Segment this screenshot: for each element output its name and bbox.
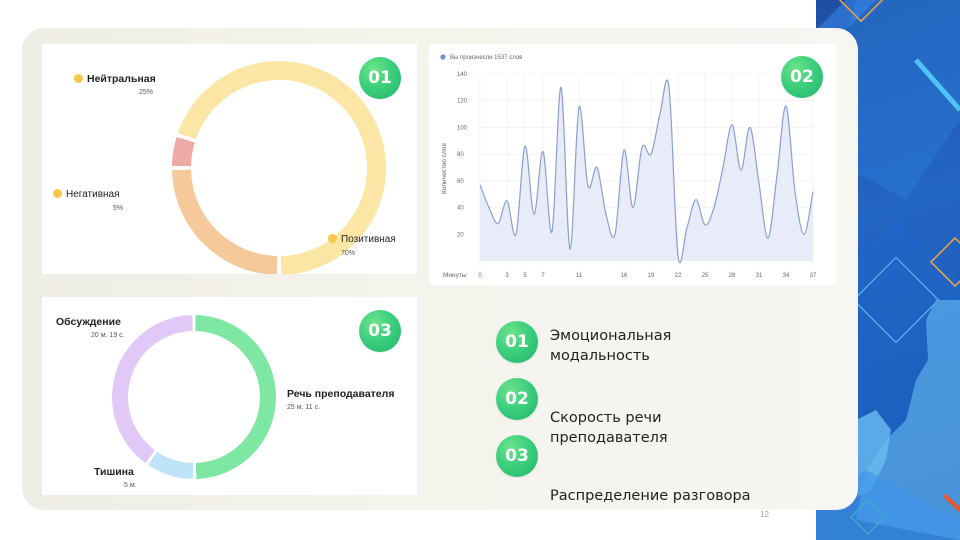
donut-slice-neutral xyxy=(172,169,278,275)
emotion-negative-percent: 5% xyxy=(113,205,124,212)
x-tick-label: 37 xyxy=(810,273,817,279)
emotion-positive-percent: 70% xyxy=(341,250,356,257)
legend-badge-3: 03 xyxy=(496,435,538,477)
y-tick-label: 80 xyxy=(457,152,464,158)
emotion-label-positive: Позитивная xyxy=(328,234,396,245)
x-tick-label: 25 xyxy=(702,273,709,279)
emotion-positive-name: Позитивная xyxy=(341,234,396,245)
legend-badge-2: 02 xyxy=(496,378,538,420)
emotion-chart-card: Нейтральная 25% Негативная 5% Позитивная… xyxy=(42,44,417,275)
positive-face-icon xyxy=(328,234,337,243)
emotion-donut-chart xyxy=(172,61,387,275)
x-tick-label: 19 xyxy=(648,273,655,279)
x-tick-label: 22 xyxy=(675,273,682,279)
donut-slice-teacher-speech xyxy=(195,315,276,479)
conversation-donut-chart xyxy=(111,315,276,479)
conversation-discussion-time: 20 м. 19 с. xyxy=(91,332,125,339)
conversation-teacher-time: 25 м. 11 с. xyxy=(287,404,321,411)
negative-face-icon xyxy=(53,189,62,198)
y-axis-title: Количество слов xyxy=(441,143,448,194)
conversation-chart-card: Обсуждение 20 м. 19 с. Речь преподавател… xyxy=(42,297,417,495)
donut-slice-discussion xyxy=(111,315,193,464)
x-tick-label: 7 xyxy=(541,273,545,279)
speech-speed-chart-card: Вы произнесли 1537 слов Количество слов … xyxy=(429,44,836,285)
emotion-neutral-name: Нейтральная xyxy=(87,73,156,85)
emotion-neutral-percent: 25% xyxy=(139,89,154,96)
y-tick-label: 120 xyxy=(457,99,468,105)
x-tick-label: 28 xyxy=(729,273,736,279)
conversation-badge: 03 xyxy=(359,310,401,352)
page-number: 12 xyxy=(760,510,769,519)
y-tick-label: 40 xyxy=(457,206,464,212)
series-legend-text: Вы произнесли 1537 слов xyxy=(450,55,522,61)
x-tick-label: 34 xyxy=(783,273,790,279)
emotion-label-negative: Негативная xyxy=(53,189,120,200)
neutral-face-icon xyxy=(74,74,83,83)
legend-text-2: Скорость речи преподавателя xyxy=(550,410,668,446)
x-tick-label: 31 xyxy=(756,273,763,279)
y-tick-label: 100 xyxy=(457,125,468,131)
legend-badge-1: 01 xyxy=(496,321,538,363)
emotion-negative-name: Негативная xyxy=(66,189,120,200)
x-tick-label: 3 xyxy=(505,273,509,279)
series-legend-marker xyxy=(440,54,446,60)
emotion-label-neutral: Нейтральная xyxy=(74,73,156,85)
conversation-label-silence: Тишина xyxy=(94,466,134,478)
conversation-label-discussion: Обсуждение xyxy=(56,316,121,328)
conversation-silence-time: 5 м. xyxy=(124,482,137,489)
speech-speed-chart: Вы произнесли 1537 слов Количество слов … xyxy=(440,54,817,279)
x-tick-label: 5 xyxy=(523,273,527,279)
x-tick-label: 16 xyxy=(621,273,628,279)
x-tick-label: 0 xyxy=(478,273,482,279)
x-axis-title: Минуты xyxy=(443,272,467,279)
series-area xyxy=(480,79,813,263)
conversation-label-teacher: Речь преподавателя xyxy=(287,388,395,400)
y-tick-label: 20 xyxy=(457,232,464,238)
y-tick-label: 60 xyxy=(457,179,464,185)
x-tick-label: 11 xyxy=(576,273,583,279)
y-tick-label: 140 xyxy=(457,72,468,78)
donut-slice-silence xyxy=(148,451,194,479)
legend-text-1: Эмоциональная модальность xyxy=(550,328,672,364)
series-line xyxy=(479,79,814,264)
legend-text-3: Распределение разговора xyxy=(550,488,751,504)
donut-slice-negative xyxy=(172,136,195,167)
emotion-badge: 01 xyxy=(359,57,401,99)
speech-badge: 02 xyxy=(781,56,823,98)
